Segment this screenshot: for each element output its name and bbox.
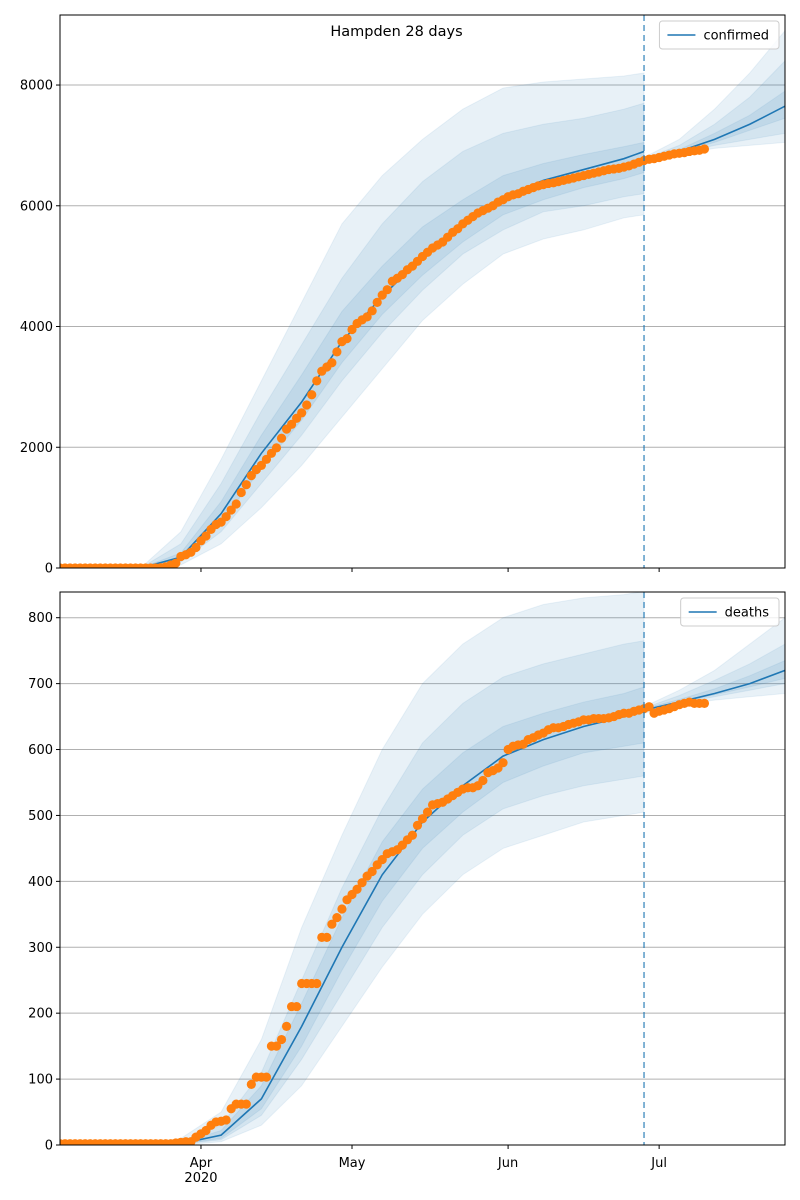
plot-area: [60, 29, 785, 568]
data-point: [261, 1072, 272, 1082]
data-point: [372, 297, 382, 307]
y-tick-label: 800: [28, 611, 53, 626]
data-point: [332, 347, 342, 357]
data-point: [271, 443, 282, 453]
x-sublabel: 2020: [184, 1171, 217, 1186]
data-point: [271, 1041, 282, 1051]
data-point: [417, 814, 428, 824]
data-point: [412, 820, 423, 830]
y-tick-label: 0: [45, 1139, 53, 1154]
data-point: [171, 558, 181, 568]
data-point: [478, 775, 488, 786]
data-point: [256, 460, 266, 470]
data-point: [276, 433, 287, 443]
y-tick-label: 300: [28, 941, 53, 956]
y-tick-label: 500: [28, 809, 53, 824]
data-point: [322, 932, 332, 942]
data-point: [286, 419, 297, 429]
data-point: [261, 454, 272, 464]
y-tick-label: 200: [28, 1007, 53, 1022]
data-point: [407, 830, 418, 840]
y-tick-label: 600: [28, 743, 53, 758]
data-point: [241, 1099, 251, 1109]
data-point: [276, 1034, 287, 1045]
data-point: [332, 913, 342, 923]
data-point: [342, 333, 352, 344]
data-point: [236, 487, 246, 498]
band: [60, 72, 645, 568]
data-point: [327, 358, 337, 368]
data-point: [231, 499, 241, 509]
data-point: [246, 471, 256, 481]
data-point: [297, 408, 307, 418]
data-point: [307, 390, 317, 400]
data-point: [498, 758, 508, 768]
axes-frame: [59, 14, 786, 569]
x-tick-label: Jun: [497, 1156, 518, 1171]
data-point: [302, 400, 312, 410]
data-point: [422, 807, 433, 817]
y-tick-label: 6000: [20, 199, 53, 214]
data-point: [312, 376, 322, 386]
data-point: [226, 505, 236, 515]
data-point: [699, 698, 710, 708]
data-point: [201, 531, 211, 541]
data-point: [367, 866, 377, 877]
data-point: [382, 285, 392, 295]
data-point: [241, 480, 251, 490]
data-point: [246, 1079, 256, 1089]
legend-box: [680, 597, 780, 627]
data-point: [337, 904, 347, 914]
data-point: [281, 1021, 292, 1031]
y-tick-label: 700: [28, 677, 53, 692]
data-point: [292, 1001, 302, 1012]
data-point: [312, 978, 322, 989]
legend-label: confirmed: [703, 29, 769, 44]
x-tick-label: Apr: [190, 1156, 213, 1171]
band: [60, 686, 645, 1145]
data-point: [347, 324, 357, 335]
chart-title: Hampden 28 days: [330, 24, 462, 40]
y-tick-label: 0: [45, 562, 53, 577]
y-tick-label: 400: [28, 875, 53, 890]
data-point: [699, 144, 710, 154]
data-point: [367, 306, 377, 316]
band: [60, 592, 645, 1145]
data-point: [644, 702, 654, 712]
data-point: [362, 312, 372, 322]
data-point: [357, 878, 367, 888]
y-tick-label: 8000: [20, 79, 53, 94]
legend-label: deaths: [725, 606, 770, 621]
y-tick-label: 100: [28, 1073, 53, 1088]
y-tick-label: 2000: [20, 441, 53, 456]
data-point: [221, 512, 231, 522]
data-point: [221, 1115, 231, 1125]
data-point: [327, 919, 337, 929]
x-tick-label: May: [339, 1156, 366, 1171]
plot-area: [60, 592, 785, 1145]
data-point: [352, 884, 362, 894]
legend-box: [658, 20, 780, 50]
axes-frame: [59, 591, 786, 1146]
y-tick-label: 4000: [20, 320, 53, 335]
axes: 0 100 200 300 400 500 600 700 800 Apr May Jun Jul 202…: [28, 591, 786, 1186]
data-point: [191, 542, 201, 553]
axes: 0 2000 4000 6000 8000 Hampden 28 days confirme…: [20, 14, 786, 577]
x-tick-label: Jul: [650, 1156, 667, 1171]
